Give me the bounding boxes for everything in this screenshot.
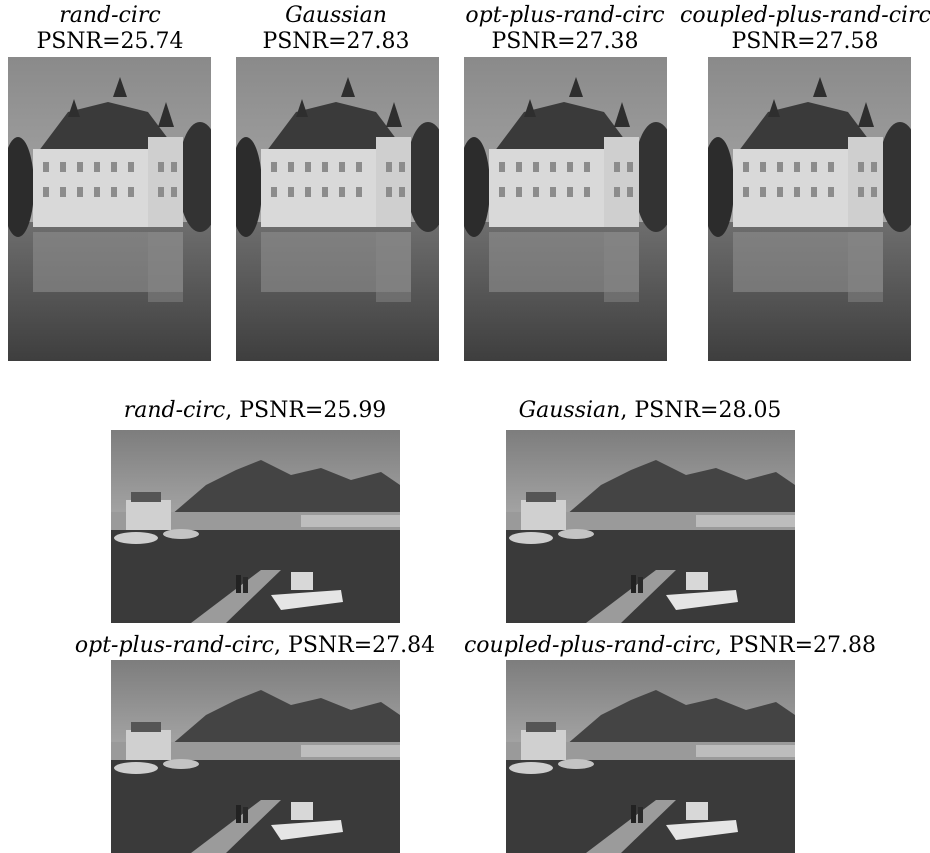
psnr-value: PSNR=28.05 — [634, 398, 782, 423]
psnr-value: PSNR=27.83 — [262, 29, 410, 54]
harbor-image-rand-circ — [111, 430, 400, 623]
caption-harbor-2: Gaussian, PSNR=28.05 — [455, 398, 845, 424]
caption-castle-3: opt-plus-rand-circ PSNR=27.38 — [455, 3, 675, 55]
psnr-value: PSNR=27.38 — [491, 29, 639, 54]
psnr-value: PSNR=27.58 — [731, 29, 879, 54]
method-name: opt-plus-rand-circ — [74, 633, 275, 658]
method-name: opt-plus-rand-circ — [465, 3, 665, 28]
method-name: rand-circ — [123, 398, 226, 423]
harbor-image-coupled-plus-rand-circ — [506, 660, 795, 853]
caption-castle-4: coupled-plus-rand-circ PSNR=27.58 — [680, 3, 930, 55]
castle-image-coupled-plus-rand-circ — [708, 57, 911, 361]
caption-castle-2: Gaussian PSNR=27.83 — [236, 3, 436, 55]
psnr-value: PSNR=25.74 — [36, 29, 184, 54]
psnr-value: PSNR=27.88 — [728, 633, 877, 658]
harbor-image-gaussian — [506, 430, 795, 623]
harbor-image-opt-plus-rand-circ — [111, 660, 400, 853]
method-name: rand-circ — [59, 3, 161, 28]
method-name: Gaussian — [285, 3, 387, 28]
separator: , — [620, 398, 635, 423]
separator: , — [274, 633, 289, 658]
caption-harbor-3: opt-plus-rand-circ, PSNR=27.84 — [40, 633, 470, 659]
method-name: coupled-plus-rand-circ — [680, 3, 930, 28]
separator: , — [714, 633, 729, 658]
castle-image-opt-plus-rand-circ — [464, 57, 667, 361]
psnr-value: PSNR=27.84 — [288, 633, 436, 658]
caption-harbor-4: coupled-plus-rand-circ, PSNR=27.88 — [440, 633, 900, 659]
caption-castle-1: rand-circ PSNR=25.74 — [10, 3, 210, 55]
caption-harbor-1: rand-circ, PSNR=25.99 — [60, 398, 450, 424]
castle-image-gaussian — [236, 57, 439, 361]
castle-image-rand-circ — [8, 57, 211, 361]
psnr-value: PSNR=25.99 — [239, 398, 387, 423]
method-name: Gaussian — [518, 398, 621, 423]
separator: , — [225, 398, 240, 423]
method-name: coupled-plus-rand-circ — [463, 633, 715, 658]
